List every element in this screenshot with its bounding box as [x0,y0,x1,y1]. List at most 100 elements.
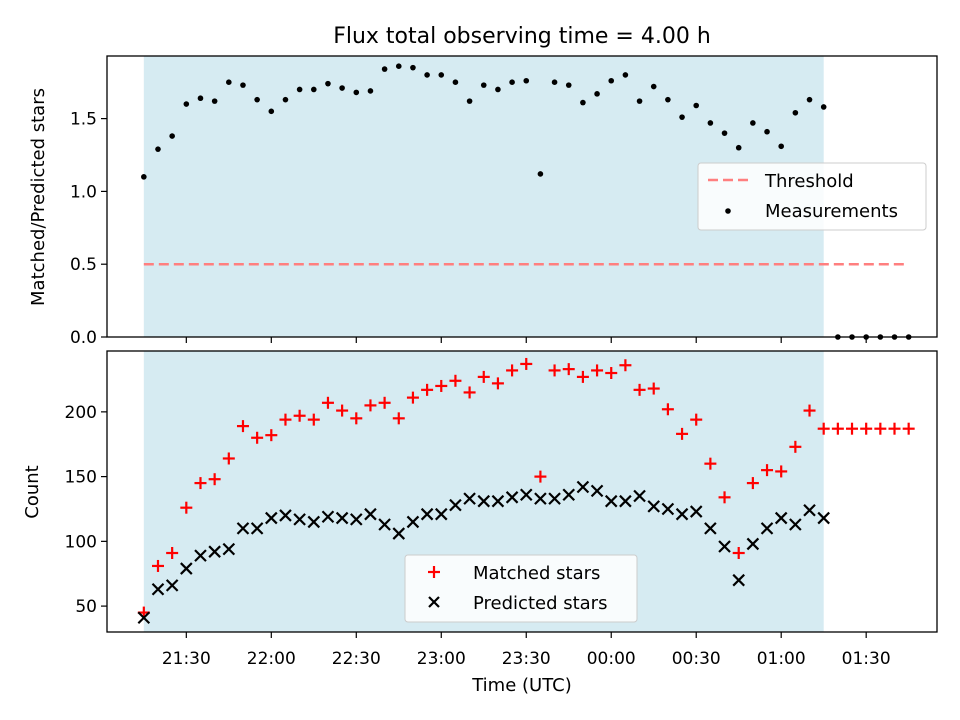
predicted-star-point [548,492,561,505]
predicted-star-point [534,492,547,505]
predicted-x-b [250,522,264,535]
predicted-x-b [746,537,760,551]
measurement-point [339,85,345,91]
predicted-x-b [180,562,193,575]
predicted-star-point [279,509,292,522]
predicted-x-b [477,494,491,508]
measurement-point [792,109,799,116]
matched-star-point [449,374,462,387]
predicted-x-b [378,518,391,531]
matched-star-point [336,404,349,417]
predicted-x-b [732,573,745,587]
matched-star-point [364,399,377,412]
matched-star-point [761,464,774,477]
bottom-legend-box [404,554,638,623]
predicted-x-b [661,502,675,516]
predicted-star-point [704,522,717,535]
predicted-star-point [505,491,519,504]
predicted-x-b [590,484,604,498]
predicted-star-point [307,515,321,529]
matched-star-point [591,364,604,377]
measurement-point [636,98,643,104]
measurement-point [565,82,572,88]
matched-star-point [350,412,363,425]
top-y-tick-label: 0.0 [70,328,97,348]
matched-star-point [293,409,306,422]
measurement-point [141,174,147,180]
matched-star-point [378,396,391,409]
top-legend-box [697,162,927,231]
measurement-point [721,130,728,136]
predicted-x-b [633,489,646,503]
bottom-x-axis-label: Time (UTC) [471,675,572,696]
matched-star-point [831,422,844,435]
measurement-point [310,86,317,93]
predicted-x-b [817,511,830,525]
matched-star-point [902,422,915,435]
predicted-x-b [491,494,505,508]
predicted-x-b [534,492,547,505]
matched-star-point [803,404,816,417]
bottom-legend: Matched stars Predicted stars [404,554,638,623]
measurement-point [282,96,289,103]
measurement-point [381,66,388,72]
measurement-point [410,64,416,71]
matched-star-point [421,383,434,396]
measurement-point [750,120,756,126]
legend-matched-swatch [428,566,440,578]
measurement-point [325,80,331,87]
matched-star-point [619,359,632,372]
predicted-star-point [151,582,165,596]
predicted-x-b [222,542,236,556]
chart-title: Flux total observing time = 4.00 h [333,24,711,49]
predicted-star-point [732,573,745,587]
predicted-star-point [222,542,236,556]
measurement-point [622,72,629,78]
measurement-point [679,114,685,120]
measurement-point [183,101,190,107]
predicted-star-point [562,488,576,502]
measurement-point [296,86,303,93]
matched-star-point [222,452,235,465]
predicted-star-point [364,507,377,521]
top-y-axis-label: Matched/Predicted stars [28,88,49,306]
measurement-point [254,96,260,103]
legend-predicted-label: Predicted stars [473,593,607,614]
legend-measurements-swatch [725,208,731,214]
matched-star-point [676,427,689,440]
count-points [137,357,915,625]
predicted-star-point [434,507,448,521]
predicted-star-point [392,527,406,540]
bottom-x-axis: 21:30 22:00 22:30 23:00 23:30 00:00 00:30 01:00… [162,632,891,669]
bottom-axes-frame [106,350,938,633]
measurement-point [806,96,813,103]
predicted-star-point [675,507,689,521]
matched-star-point [208,473,221,486]
predicted-star-point [463,492,476,505]
predicted-star-point [576,480,590,494]
measurement-point [665,96,671,103]
predicted-x-b [392,527,406,540]
predicted-star-point [746,537,760,551]
predicted-star-point [619,494,632,508]
matched-star-point [860,422,873,435]
measurement-points [141,63,912,340]
predicted-x-b [463,492,476,505]
predicted-star-point [420,507,434,521]
bottom-x-tick-label: 23:30 [502,649,551,669]
matched-star-point [307,413,320,426]
predicted-x-b [364,507,377,521]
predicted-x-b [562,488,576,502]
predicted-x-b [704,522,717,535]
matched-star-point [888,422,901,435]
legend-threshold-label: Threshold [764,171,854,192]
matched-star-point [151,559,164,572]
predicted-x-b [307,515,321,529]
matched-star-point [732,547,745,560]
matched-star-point [746,477,759,490]
top-axes-frame [106,55,938,338]
matched-star-point [491,377,504,390]
predicted-x-b [548,492,561,505]
predicted-star-point [519,488,533,502]
predicted-star-point [265,511,278,525]
